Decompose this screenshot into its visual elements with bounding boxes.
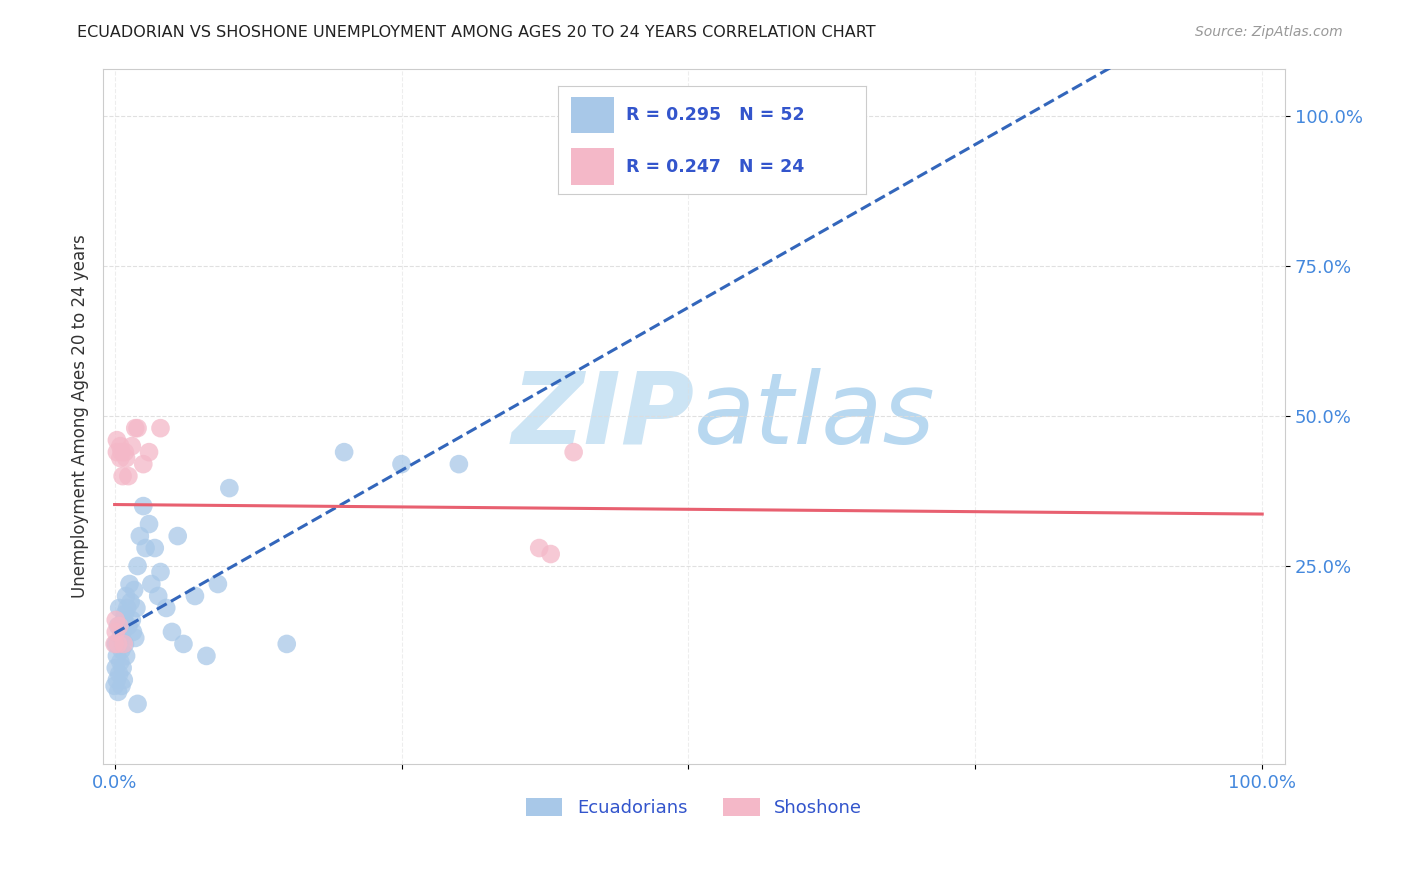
Point <box>207 577 229 591</box>
Point <box>104 637 127 651</box>
Point <box>110 679 132 693</box>
Point <box>112 637 135 651</box>
Point <box>110 445 132 459</box>
Point <box>107 685 129 699</box>
Text: atlas: atlas <box>695 368 936 465</box>
Point <box>104 661 127 675</box>
Point <box>138 517 160 532</box>
Point <box>166 529 188 543</box>
Point <box>104 624 127 639</box>
Point <box>112 673 135 687</box>
Point <box>122 582 145 597</box>
Point <box>110 643 132 657</box>
Point <box>127 559 149 574</box>
Point <box>218 481 240 495</box>
Point <box>447 457 470 471</box>
Text: Source: ZipAtlas.com: Source: ZipAtlas.com <box>1195 25 1343 39</box>
Point <box>121 439 143 453</box>
Point <box>172 637 194 651</box>
Point <box>155 601 177 615</box>
Point <box>105 648 128 663</box>
Point <box>127 697 149 711</box>
Point <box>160 624 183 639</box>
Point <box>110 631 132 645</box>
Point <box>107 637 129 651</box>
Text: ZIP: ZIP <box>512 368 695 465</box>
Point <box>108 619 131 633</box>
Point <box>111 469 134 483</box>
Point <box>105 433 128 447</box>
Point <box>195 648 218 663</box>
Point <box>114 445 136 459</box>
Point <box>122 624 145 639</box>
Point <box>132 499 155 513</box>
Point <box>114 637 136 651</box>
Point <box>276 637 298 651</box>
Point <box>114 607 136 621</box>
Point <box>104 613 127 627</box>
Point <box>184 589 207 603</box>
Point <box>125 601 148 615</box>
Point <box>135 541 157 555</box>
Point <box>110 439 132 453</box>
Point <box>117 469 139 483</box>
Point <box>124 631 146 645</box>
Point <box>128 529 150 543</box>
Point <box>333 445 356 459</box>
Point <box>105 673 128 687</box>
Point <box>138 445 160 459</box>
Point <box>529 541 551 555</box>
Point <box>132 457 155 471</box>
Point <box>118 577 141 591</box>
Y-axis label: Unemployment Among Ages 20 to 24 years: Unemployment Among Ages 20 to 24 years <box>72 235 89 598</box>
Point <box>104 637 127 651</box>
Point <box>391 457 413 471</box>
Point <box>111 661 134 675</box>
Point <box>115 601 138 615</box>
Point <box>108 601 131 615</box>
Point <box>143 541 166 555</box>
Point <box>148 589 170 603</box>
Point <box>141 577 163 591</box>
Point <box>149 421 172 435</box>
Point <box>104 679 127 693</box>
Text: ECUADORIAN VS SHOSHONE UNEMPLOYMENT AMONG AGES 20 TO 24 YEARS CORRELATION CHART: ECUADORIAN VS SHOSHONE UNEMPLOYMENT AMON… <box>77 25 876 40</box>
Point <box>115 648 138 663</box>
Point <box>107 619 129 633</box>
Point <box>110 451 132 466</box>
Point <box>149 565 172 579</box>
Point <box>115 589 138 603</box>
Point <box>117 619 139 633</box>
Point <box>121 613 143 627</box>
Point <box>115 451 138 466</box>
Point <box>111 624 134 639</box>
Point <box>105 445 128 459</box>
Legend: Ecuadorians, Shoshone: Ecuadorians, Shoshone <box>519 790 869 824</box>
Point <box>127 421 149 435</box>
Point <box>110 655 132 669</box>
Point <box>120 595 142 609</box>
Point <box>108 667 131 681</box>
Point <box>112 613 135 627</box>
Point <box>540 547 562 561</box>
Point <box>562 445 585 459</box>
Point <box>124 421 146 435</box>
